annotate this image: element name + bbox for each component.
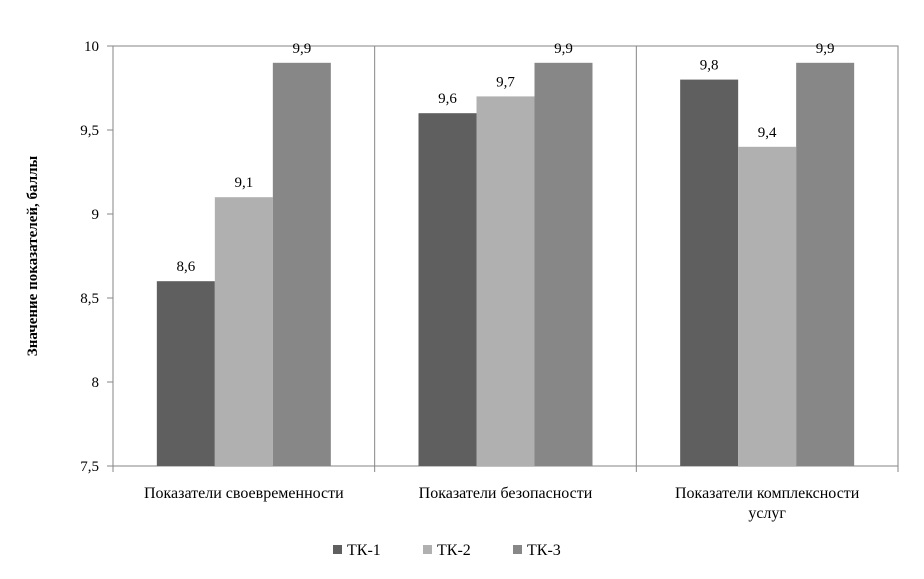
legend: ТК-1 ТК-2 ТК-3: [333, 542, 561, 559]
bar-ТК-2-1: [214, 197, 273, 466]
data-labels-group: 8,6 9,1 9,9 9,6 9,7 9,9 9,8 9,4 9,9: [176, 41, 834, 275]
bar-ТК-2-3: [738, 146, 797, 467]
y-tick-label: 8: [92, 375, 100, 391]
data-label: 9,1: [234, 175, 253, 191]
x-tick-label: Показатели безопасности: [419, 485, 593, 502]
legend-label: ТК-1: [347, 542, 381, 559]
data-label: 9,9: [554, 41, 573, 57]
data-label: 9,6: [438, 91, 457, 107]
bar-ТК-1-1: [156, 281, 215, 466]
x-tick-label: услуг: [748, 505, 786, 522]
x-axis: Показатели своевременности Показатели без…: [144, 485, 860, 522]
legend-label: ТК-3: [527, 542, 561, 559]
data-label: 9,8: [700, 58, 719, 74]
legend-swatch: [513, 545, 522, 554]
data-label: 8,6: [176, 259, 195, 275]
y-tick-label: 9,5: [80, 123, 99, 139]
x-tick-label: Показатели комплексности: [675, 485, 860, 502]
bar-ТК-3-2: [534, 62, 593, 467]
bars-group: [156, 62, 855, 467]
bar-ТК-3-1: [272, 62, 331, 467]
y-tick-label: 7,5: [80, 459, 99, 475]
data-label: 9,9: [292, 41, 311, 57]
y-tick-label: 10: [84, 39, 99, 55]
data-label: 9,7: [496, 74, 515, 90]
data-label: 9,9: [816, 41, 835, 57]
x-tick-label: Показатели своевременности: [144, 485, 344, 502]
data-label: 9,4: [758, 125, 777, 141]
bar-ТК-3-3: [796, 62, 855, 467]
bar-ТК-2-2: [476, 96, 535, 467]
y-axis: 7,5 8 8,5 9 9,5 10: [80, 39, 113, 475]
bar-ТК-1-3: [680, 79, 739, 466]
bar-ТК-1-2: [418, 113, 477, 466]
y-tick-label: 9: [92, 207, 100, 223]
legend-swatch: [333, 545, 342, 554]
legend-label: ТК-2: [437, 542, 471, 559]
legend-swatch: [423, 545, 432, 554]
y-axis-title: Значение показателей, баллы: [25, 156, 41, 357]
y-tick-label: 8,5: [80, 291, 99, 307]
